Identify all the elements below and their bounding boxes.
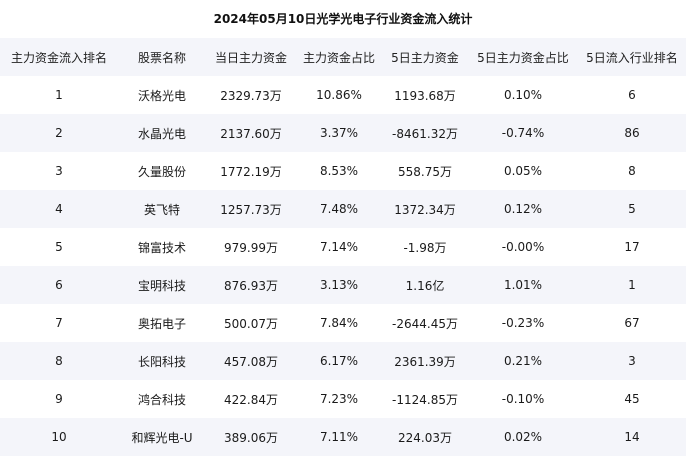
rank-cell: 9 bbox=[0, 380, 118, 418]
5day-main-fund-ratio-cell: -0.74% bbox=[468, 114, 578, 152]
stock-name-cell: 和辉光电-U bbox=[118, 418, 206, 456]
5day-main-fund-cell: 2361.39万 bbox=[382, 342, 468, 380]
5day-main-fund-cell: -8461.32万 bbox=[382, 114, 468, 152]
5day-industry-rank-cell: 45 bbox=[578, 380, 686, 418]
rank-cell: 4 bbox=[0, 190, 118, 228]
daily-main-fund-cell: 500.07万 bbox=[206, 304, 296, 342]
5day-main-fund-ratio-cell: -0.00% bbox=[468, 228, 578, 266]
table-row: 10 和辉光电-U 389.06万 7.11% 224.03万 0.02% 14 bbox=[0, 418, 686, 456]
5day-industry-rank-cell: 86 bbox=[578, 114, 686, 152]
5day-main-fund-cell: 558.75万 bbox=[382, 152, 468, 190]
5day-industry-rank-cell: 67 bbox=[578, 304, 686, 342]
table-row: 3 久量股份 1772.19万 8.53% 558.75万 0.05% 8 bbox=[0, 152, 686, 190]
rank-cell: 5 bbox=[0, 228, 118, 266]
5day-main-fund-ratio-cell: 0.21% bbox=[468, 342, 578, 380]
stock-name-cell: 奥拓电子 bbox=[118, 304, 206, 342]
daily-main-fund-cell: 422.84万 bbox=[206, 380, 296, 418]
header-5day-main-fund: 5日主力资金 bbox=[382, 38, 468, 76]
5day-industry-rank-cell: 17 bbox=[578, 228, 686, 266]
5day-main-fund-cell: 224.03万 bbox=[382, 418, 468, 456]
main-fund-ratio-cell: 7.14% bbox=[296, 228, 382, 266]
5day-main-fund-ratio-cell: -0.10% bbox=[468, 380, 578, 418]
table-header-row: 主力资金流入排名 股票名称 当日主力资金 主力资金占比 5日主力资金 5日主力资… bbox=[0, 38, 686, 76]
stock-name-cell: 锦富技术 bbox=[118, 228, 206, 266]
rank-cell: 10 bbox=[0, 418, 118, 456]
5day-main-fund-ratio-cell: 0.05% bbox=[468, 152, 578, 190]
main-fund-ratio-cell: 3.13% bbox=[296, 266, 382, 304]
table-row: 7 奥拓电子 500.07万 7.84% -2644.45万 -0.23% 67 bbox=[0, 304, 686, 342]
5day-main-fund-cell: -1.98万 bbox=[382, 228, 468, 266]
table-row: 5 锦富技术 979.99万 7.14% -1.98万 -0.00% 17 bbox=[0, 228, 686, 266]
daily-main-fund-cell: 1772.19万 bbox=[206, 152, 296, 190]
5day-main-fund-ratio-cell: 1.01% bbox=[468, 266, 578, 304]
daily-main-fund-cell: 876.93万 bbox=[206, 266, 296, 304]
5day-main-fund-cell: -1124.85万 bbox=[382, 380, 468, 418]
header-rank: 主力资金流入排名 bbox=[0, 38, 118, 76]
5day-main-fund-cell: 1372.34万 bbox=[382, 190, 468, 228]
5day-industry-rank-cell: 1 bbox=[578, 266, 686, 304]
stock-name-cell: 鸿合科技 bbox=[118, 380, 206, 418]
5day-main-fund-ratio-cell: -0.23% bbox=[468, 304, 578, 342]
5day-main-fund-cell: -2644.45万 bbox=[382, 304, 468, 342]
header-5day-main-fund-ratio: 5日主力资金占比 bbox=[468, 38, 578, 76]
main-fund-ratio-cell: 3.37% bbox=[296, 114, 382, 152]
main-fund-ratio-cell: 6.17% bbox=[296, 342, 382, 380]
5day-main-fund-cell: 1193.68万 bbox=[382, 76, 468, 114]
stock-name-cell: 沃格光电 bbox=[118, 76, 206, 114]
rank-cell: 6 bbox=[0, 266, 118, 304]
table-row: 1 沃格光电 2329.73万 10.86% 1193.68万 0.10% 6 bbox=[0, 76, 686, 114]
5day-industry-rank-cell: 6 bbox=[578, 76, 686, 114]
main-fund-ratio-cell: 8.53% bbox=[296, 152, 382, 190]
table-row: 2 水晶光电 2137.60万 3.37% -8461.32万 -0.74% 86 bbox=[0, 114, 686, 152]
5day-main-fund-ratio-cell: 0.10% bbox=[468, 76, 578, 114]
stock-name-cell: 久量股份 bbox=[118, 152, 206, 190]
table-row: 9 鸿合科技 422.84万 7.23% -1124.85万 -0.10% 45 bbox=[0, 380, 686, 418]
rank-cell: 7 bbox=[0, 304, 118, 342]
header-stock-name: 股票名称 bbox=[118, 38, 206, 76]
table-row: 6 宝明科技 876.93万 3.13% 1.16亿 1.01% 1 bbox=[0, 266, 686, 304]
daily-main-fund-cell: 2137.60万 bbox=[206, 114, 296, 152]
main-fund-ratio-cell: 10.86% bbox=[296, 76, 382, 114]
main-fund-ratio-cell: 7.11% bbox=[296, 418, 382, 456]
daily-main-fund-cell: 457.08万 bbox=[206, 342, 296, 380]
5day-industry-rank-cell: 3 bbox=[578, 342, 686, 380]
5day-industry-rank-cell: 8 bbox=[578, 152, 686, 190]
daily-main-fund-cell: 389.06万 bbox=[206, 418, 296, 456]
table-title: 2024年05月10日光学光电子行业资金流入统计 bbox=[213, 12, 473, 26]
header-main-fund-ratio: 主力资金占比 bbox=[296, 38, 382, 76]
header-5day-industry-rank: 5日流入行业排名 bbox=[578, 38, 686, 76]
daily-main-fund-cell: 2329.73万 bbox=[206, 76, 296, 114]
table-row: 8 长阳科技 457.08万 6.17% 2361.39万 0.21% 3 bbox=[0, 342, 686, 380]
daily-main-fund-cell: 979.99万 bbox=[206, 228, 296, 266]
5day-main-fund-cell: 1.16亿 bbox=[382, 266, 468, 304]
stock-name-cell: 宝明科技 bbox=[118, 266, 206, 304]
rank-cell: 2 bbox=[0, 114, 118, 152]
stock-name-cell: 长阳科技 bbox=[118, 342, 206, 380]
fund-flow-table: 主力资金流入排名 股票名称 当日主力资金 主力资金占比 5日主力资金 5日主力资… bbox=[0, 38, 686, 456]
table-row: 4 英飞特 1257.73万 7.48% 1372.34万 0.12% 5 bbox=[0, 190, 686, 228]
5day-main-fund-ratio-cell: 0.02% bbox=[468, 418, 578, 456]
table-body: 1 沃格光电 2329.73万 10.86% 1193.68万 0.10% 6 2 水晶光电 21… bbox=[0, 76, 686, 456]
stock-name-cell: 水晶光电 bbox=[118, 114, 206, 152]
main-fund-ratio-cell: 7.23% bbox=[296, 380, 382, 418]
rank-cell: 3 bbox=[0, 152, 118, 190]
main-fund-ratio-cell: 7.48% bbox=[296, 190, 382, 228]
5day-industry-rank-cell: 14 bbox=[578, 418, 686, 456]
daily-main-fund-cell: 1257.73万 bbox=[206, 190, 296, 228]
5day-industry-rank-cell: 5 bbox=[578, 190, 686, 228]
rank-cell: 8 bbox=[0, 342, 118, 380]
stock-name-cell: 英飞特 bbox=[118, 190, 206, 228]
header-daily-main-fund: 当日主力资金 bbox=[206, 38, 296, 76]
rank-cell: 1 bbox=[0, 76, 118, 114]
main-fund-ratio-cell: 7.84% bbox=[296, 304, 382, 342]
5day-main-fund-ratio-cell: 0.12% bbox=[468, 190, 578, 228]
